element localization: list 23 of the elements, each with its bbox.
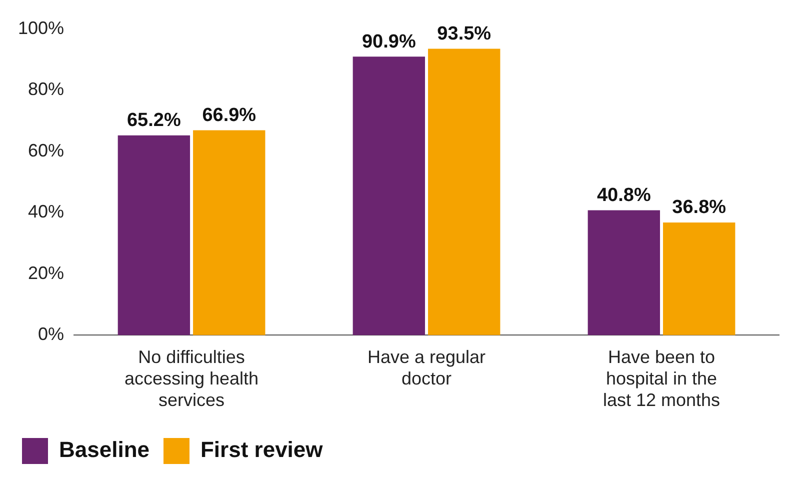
y-tick-label: 80% [28, 79, 64, 100]
legend-label: Baseline [59, 437, 150, 462]
data-label: 40.8% [596, 184, 651, 206]
data-label: 65.2% [126, 110, 181, 132]
bar [428, 48, 500, 336]
data-label: 90.9% [362, 31, 416, 52]
bar [588, 210, 660, 336]
y-tick-label: 20% [28, 262, 64, 283]
y-tick-label: 100% [18, 18, 64, 38]
bar [663, 222, 736, 336]
bar [118, 135, 190, 336]
bar [193, 130, 266, 336]
x-tick-label: Have been to hospital in the last 12 months [602, 346, 720, 410]
x-tick-label: Have a regular doctor [367, 346, 486, 389]
y-tick-label: 0% [38, 324, 64, 344]
y-tick-label: 40% [28, 202, 64, 222]
x-tick-label: No difficulties accessing health services [124, 346, 259, 410]
data-label: 93.5% [437, 23, 492, 44]
data-label: 36.8% [672, 197, 726, 218]
bar [352, 56, 426, 336]
legend-label: First review [200, 437, 324, 462]
y-tick-label: 60% [28, 140, 64, 160]
data-label: 66.9% [202, 104, 256, 126]
